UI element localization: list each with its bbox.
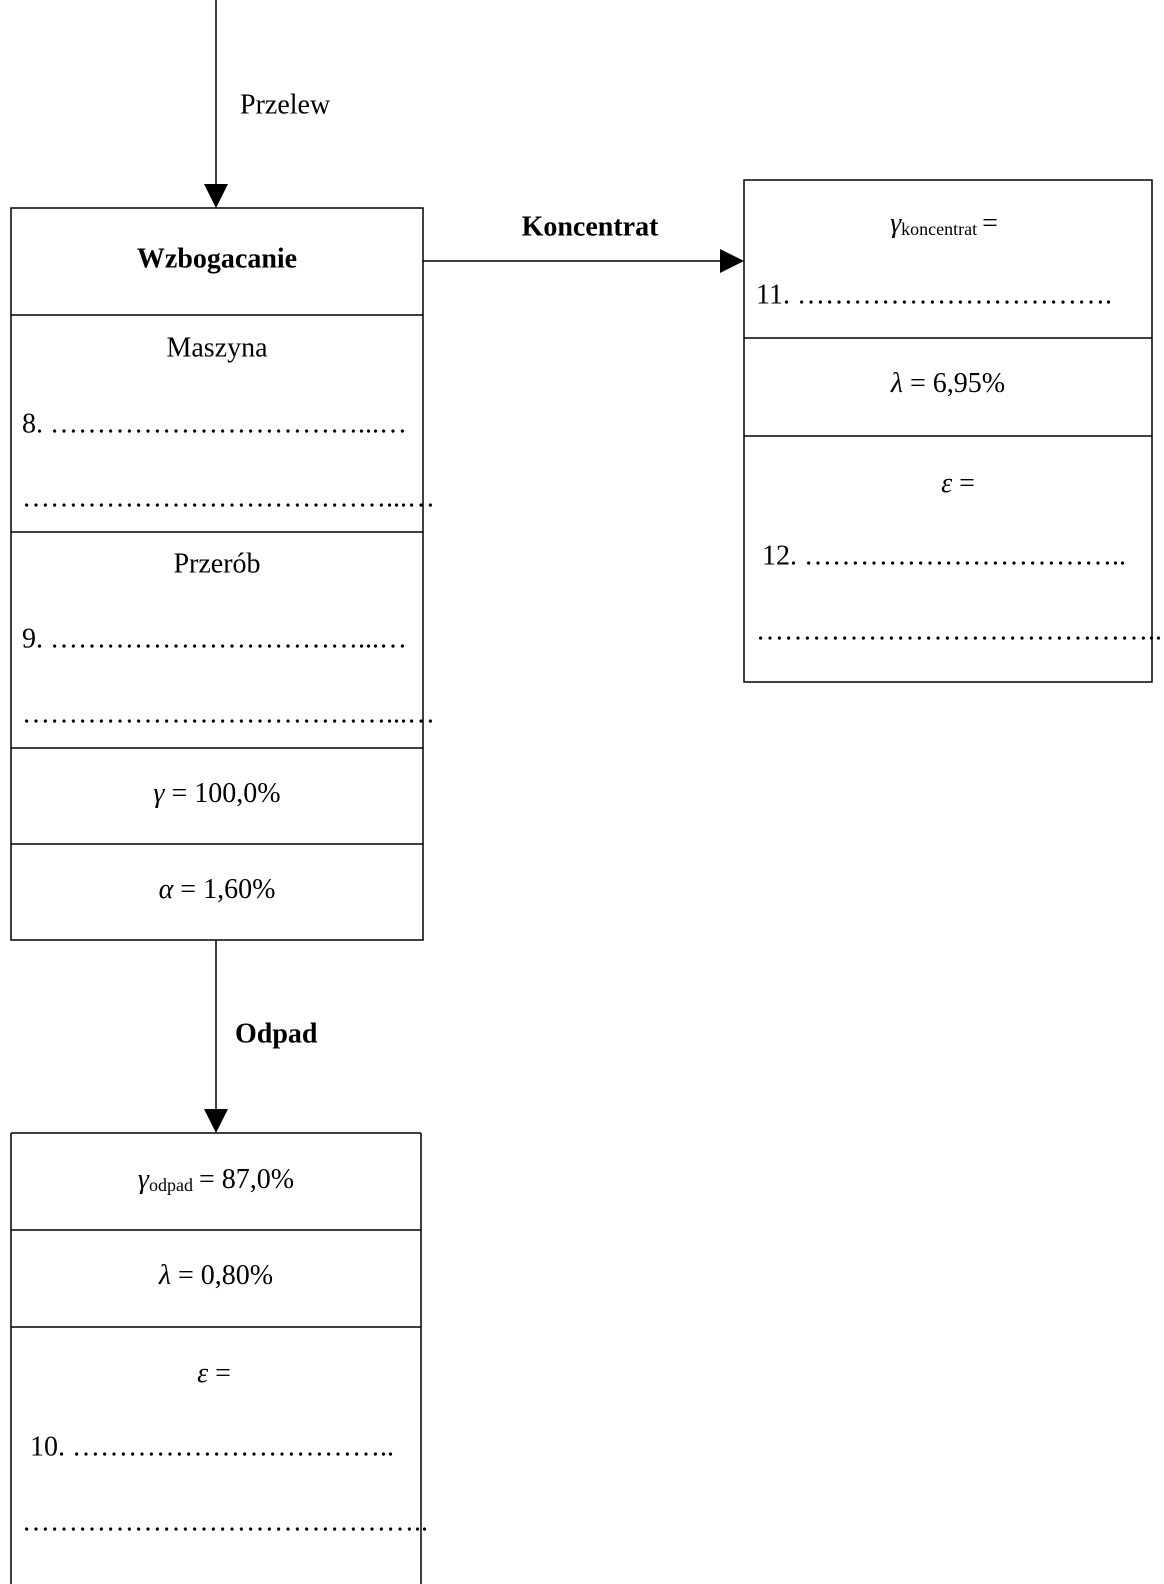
symbol: γ: [890, 208, 902, 239]
arrow-head: [204, 1109, 228, 1133]
value: = 100,0%: [171, 778, 280, 809]
grade: λ = 0,80%: [158, 1260, 273, 1291]
answer-line: 8. ……………………………...…: [22, 408, 407, 439]
grade: α = 1,60%: [159, 874, 276, 905]
grade: λ = 6,95%: [890, 368, 1005, 399]
symbol: λ: [890, 368, 903, 399]
yield: γodpad = 87,0%: [138, 1164, 294, 1195]
value: = 87,0%: [199, 1164, 294, 1195]
tailings-label: Odpad: [235, 1018, 318, 1049]
recovery: ε =: [197, 1358, 231, 1389]
value: = 1,60%: [180, 874, 275, 905]
recovery: ε =: [941, 468, 975, 499]
machine-label: Maszyna: [166, 332, 268, 363]
subscript: odpad: [149, 1175, 193, 1195]
concentrate-label: Koncentrat: [522, 211, 660, 242]
value: =: [982, 208, 998, 239]
symbol: λ: [158, 1260, 171, 1291]
arrow-head: [720, 249, 744, 273]
concentrate-box: [743, 179, 1153, 683]
process-title: Wzbogacanie: [137, 243, 297, 274]
arrow-head: [204, 184, 228, 208]
symbol: ε: [941, 468, 952, 499]
answer-line: 11. …………………………….: [756, 279, 1112, 310]
value: =: [959, 468, 975, 499]
symbol: α: [159, 874, 175, 905]
answer-line: ……………………………………..: [22, 1506, 428, 1537]
symbol: ε: [197, 1358, 208, 1389]
process-box: [10, 207, 424, 941]
answer-line: 10. ……………………………..: [30, 1431, 394, 1462]
throughput-label: Przerób: [173, 548, 260, 579]
answer-line: ……………………………………..: [756, 615, 1162, 646]
input-label: Przelew: [240, 89, 331, 120]
symbol: γ: [153, 778, 165, 809]
yield: γkoncentrat =: [890, 208, 998, 239]
symbol: γ: [138, 1164, 150, 1195]
subscript: koncentrat: [901, 219, 977, 239]
yield: γ = 100,0%: [153, 778, 280, 809]
answer-line: …………………………………...…: [22, 482, 435, 513]
answer-line: 9. ……………………………...…: [22, 623, 407, 654]
value: = 6,95%: [910, 368, 1005, 399]
value: =: [215, 1358, 231, 1389]
answer-line: …………………………………...…: [22, 698, 435, 729]
value: = 0,80%: [178, 1260, 273, 1291]
answer-line: 12. ……………………………..: [762, 540, 1126, 571]
